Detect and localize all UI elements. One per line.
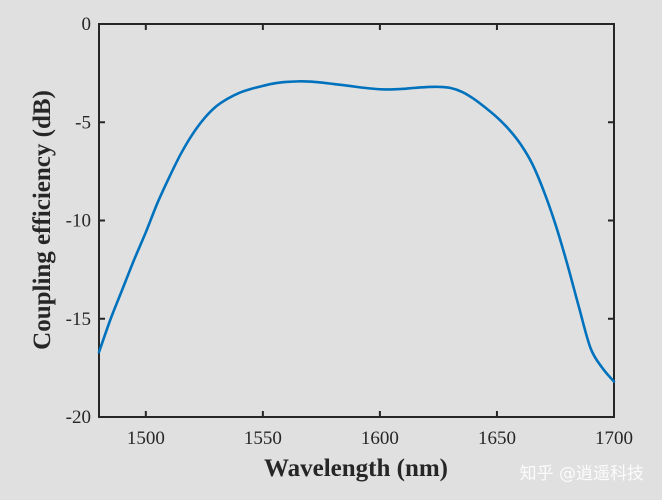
x-tick-label: 1650 xyxy=(478,428,516,449)
x-tick-labels: 1500 1550 1600 1650 1700 xyxy=(127,428,633,449)
y-tick-label: -10 xyxy=(66,211,91,232)
y-axis-label: Coupling efficiency (dB) xyxy=(29,90,56,350)
watermark: 知乎 @逍遥科技 xyxy=(519,464,644,484)
tick-marks xyxy=(99,23,615,418)
y-tick-label: -20 xyxy=(66,407,91,428)
plot-area xyxy=(98,23,615,418)
x-axis-label: Wavelength (nm) xyxy=(264,455,448,482)
y-tick-label: -15 xyxy=(66,309,91,330)
series-line xyxy=(97,80,616,383)
y-tick-label: -5 xyxy=(75,112,91,133)
x-tick-label: 1500 xyxy=(127,428,165,449)
x-tick-label: 1550 xyxy=(244,428,282,449)
y-tick-labels: 0 -5 -10 -15 -20 xyxy=(66,14,91,428)
x-tick-label: 1700 xyxy=(595,428,633,449)
y-tick-label: 0 xyxy=(82,14,92,35)
x-tick-label: 1600 xyxy=(361,428,399,449)
